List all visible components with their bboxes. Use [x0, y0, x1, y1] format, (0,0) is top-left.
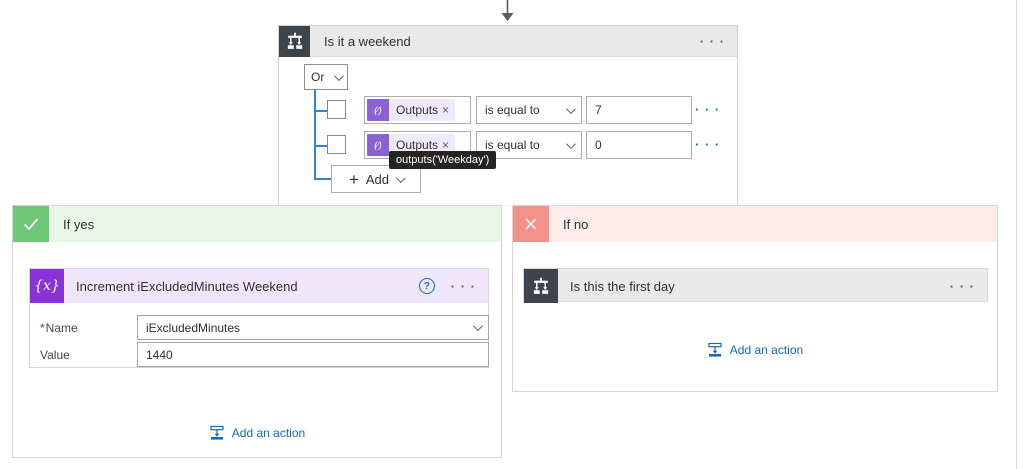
variable-value-input[interactable] — [137, 342, 489, 367]
help-icon[interactable]: ? — [418, 278, 435, 294]
variable-icon: {x} — [30, 269, 64, 303]
token-label: Outputs — [396, 103, 439, 117]
add-action-icon — [708, 342, 722, 357]
dynamic-content-token[interactable]: (∕) Outputs × — [367, 99, 456, 121]
operator-value: is equal to — [485, 103, 540, 117]
token-remove-icon[interactable]: × — [442, 103, 450, 117]
canvas-edge-divider — [1016, 0, 1017, 469]
value-field-label: Value — [40, 348, 70, 362]
condition-card-title: Is this the first day — [570, 278, 675, 294]
variable-name-value: iExcludedMinutes — [146, 320, 241, 335]
join-operator-select[interactable]: Or — [304, 64, 348, 90]
expression-icon: (∕) — [367, 99, 389, 121]
chevron-down-icon — [565, 103, 576, 114]
add-action-label: Add an action — [231, 426, 306, 440]
if-yes-label: If yes — [63, 216, 95, 232]
row-checkbox[interactable] — [327, 135, 346, 154]
row-value-input[interactable] — [586, 131, 692, 159]
chevron-down-icon — [333, 70, 344, 81]
action-card-title: Increment iExcludedMinutes Weekend — [76, 278, 298, 294]
join-operator-value: Or — [311, 70, 325, 84]
action-card-increment-variable: {x} Increment iExcludedMinutes Weekend ?… — [29, 268, 489, 368]
checkmark-icon — [13, 206, 49, 242]
tree-line-branch-add — [314, 178, 331, 180]
condition-branch-icon — [524, 269, 558, 303]
plus-icon: + — [348, 169, 359, 189]
cross-icon — [513, 206, 549, 242]
chevron-down-icon — [472, 321, 483, 332]
action-card-header[interactable]: {x} Increment iExcludedMinutes Weekend ?… — [30, 269, 488, 303]
row-menu-button[interactable]: · · · — [695, 137, 721, 152]
condition-card-menu-button[interactable]: · · · — [949, 278, 975, 294]
action-card-menu-button[interactable]: · · · — [450, 278, 476, 294]
row-value-input[interactable] — [586, 96, 692, 124]
expression-icon: (∕) — [367, 134, 389, 156]
token-label: Outputs — [396, 138, 439, 152]
add-action-icon — [210, 425, 224, 440]
dynamic-content-token[interactable]: (∕) Outputs × — [367, 134, 456, 156]
if-no-branch: If no Is this the first d — [512, 205, 998, 392]
row-menu-button[interactable]: · · · — [695, 102, 721, 117]
if-no-label: If no — [563, 216, 589, 232]
row-left-operand-field[interactable]: (∕) Outputs × — [364, 96, 471, 124]
condition-card-header[interactable]: Is it a weekend · · · — [279, 25, 737, 57]
token-tooltip: outputs('Weekday') — [389, 151, 497, 169]
if-yes-add-action-button[interactable]: Add an action — [13, 425, 501, 441]
name-field-row: *Name iExcludedMinutes — [30, 315, 489, 340]
add-condition-label: Add — [365, 171, 390, 187]
add-condition-button[interactable]: + Add — [331, 165, 421, 193]
if-yes-header: If yes — [13, 206, 501, 242]
condition-row-1: (∕) Outputs × is equal to · · · — [279, 96, 737, 124]
required-marker: * — [40, 321, 45, 335]
flow-connector-arrow-icon — [501, 0, 514, 21]
tree-line-branch-2 — [314, 145, 327, 147]
condition-card-is-this-the-first-day: Is this the first day · · · — [523, 268, 988, 303]
add-action-label: Add an action — [729, 343, 804, 357]
chevron-down-icon — [395, 172, 406, 183]
variable-name-select[interactable]: iExcludedMinutes — [137, 315, 489, 340]
if-no-header: If no — [513, 206, 997, 242]
value-field-row: Value — [30, 342, 489, 367]
token-remove-icon[interactable]: × — [442, 138, 450, 152]
condition-row-2: (∕) Outputs × is equal to · · · — [279, 131, 737, 159]
tree-line-vertical — [314, 90, 316, 179]
condition-card-body: Or (∕) Outputs × is equal to — [279, 57, 737, 205]
condition-card-header[interactable]: Is this the first day · · · — [524, 269, 987, 303]
tree-line-branch-1 — [314, 110, 327, 112]
operator-value: is equal to — [485, 138, 540, 152]
if-yes-branch: If yes {x} Increment iExcludedMinutes We… — [12, 205, 502, 458]
condition-branch-icon — [279, 25, 310, 57]
if-no-add-action-button[interactable]: Add an action — [513, 342, 997, 358]
condition-card-menu-button[interactable]: · · · — [699, 33, 725, 49]
row-left-operand-field[interactable]: (∕) Outputs × — [364, 131, 471, 159]
row-operator-select[interactable]: is equal to — [476, 96, 582, 124]
condition-card-title: Is it a weekend — [324, 33, 411, 49]
row-checkbox[interactable] — [327, 100, 346, 119]
condition-card-is-it-a-weekend: Is it a weekend · · · Or (∕) Outputs — [278, 25, 738, 205]
chevron-down-icon — [565, 138, 576, 149]
name-field-label: *Name — [40, 321, 78, 335]
